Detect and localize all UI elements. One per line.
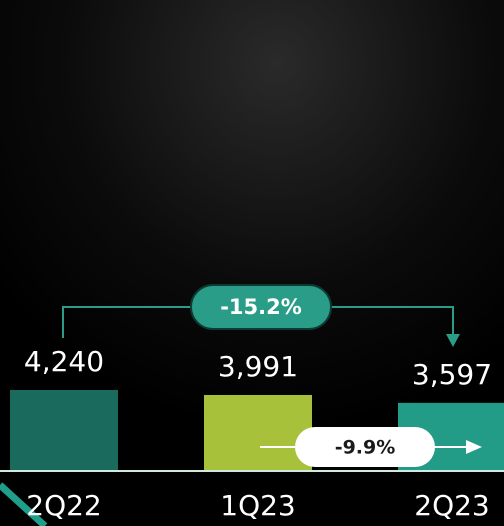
annotation: -15.2%	[220, 295, 302, 319]
chart: -15.2% 4,240 2Q22 3,991 1Q23 3,597 2Q23 -9.9%	[0, 0, 504, 526]
annotation: -9.9%	[335, 437, 396, 459]
value-label: 3,597	[412, 358, 492, 391]
x-tick-label: 2Q22	[26, 489, 101, 522]
value-label: 4,240	[24, 345, 104, 378]
bar	[204, 395, 312, 470]
x-tick-label: 1Q23	[220, 489, 295, 522]
value-label: 3,991	[218, 350, 298, 383]
bar	[10, 390, 118, 470]
x-tick-label: 2Q23	[414, 489, 489, 522]
